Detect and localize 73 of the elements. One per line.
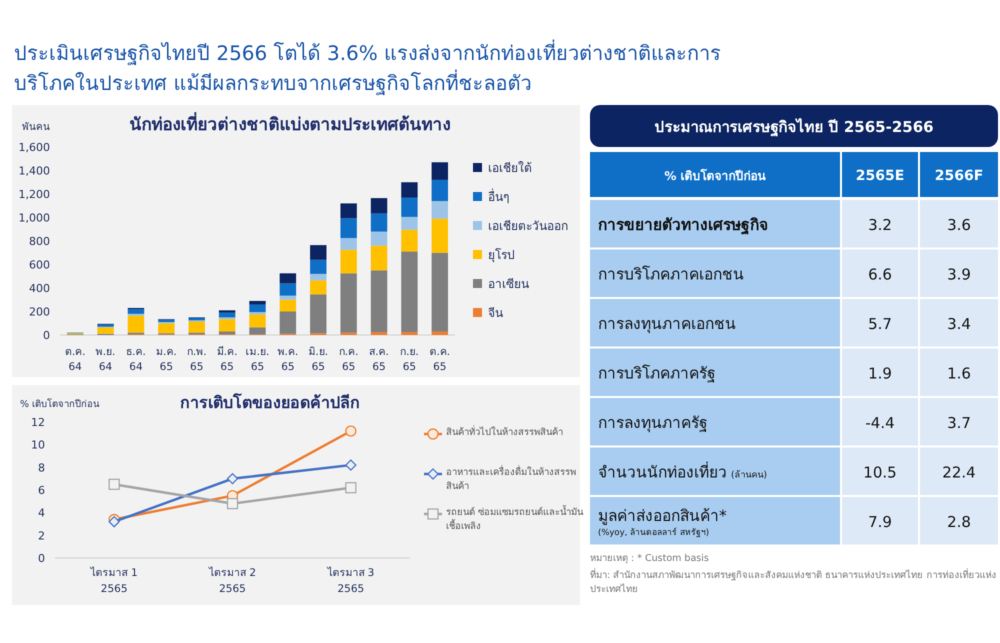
y-tick-label: 600 — [29, 258, 50, 272]
legend-label: อาเซียน — [488, 277, 529, 291]
data-label: 2.8 — [947, 513, 971, 531]
legend-label: อื่นๆ — [488, 188, 509, 204]
y-tick-label: 8 — [38, 461, 45, 474]
data-label: 3.6 — [947, 216, 971, 234]
data-label: 5.7 — [868, 315, 892, 333]
data-label: 1.6 — [947, 364, 971, 382]
category-label: การบริโภคภาคเอกชน — [598, 266, 744, 284]
category-label: การลงทุนภาคเอกชน — [598, 315, 736, 334]
data-label: 1.9 — [868, 364, 892, 382]
data-label: 3.9 — [947, 266, 971, 284]
y-tick-label: 1,600 — [18, 141, 50, 154]
y-tick-label: 0 — [43, 329, 50, 342]
x-tick-label: ส.ค. 65 — [369, 346, 389, 373]
text: ที่มา: สำนักงานสภาพัฒนาการเศรษฐกิจและสังคมแห่งชาติ ธนาคารแห่งประเทศไทย การท่องเที่ยวแห่งประเทศไทย — [590, 569, 998, 597]
x-tick-label: ไตรมาส 2 2565 — [208, 566, 256, 595]
data-label: 6.6 — [868, 266, 892, 284]
data-label: 22.4 — [942, 464, 976, 482]
legend-label: จีน — [488, 306, 503, 320]
text: % เติบโตจากปีก่อน — [664, 168, 767, 183]
chart-title: การเติบโตของยอดค้าปลีก — [180, 392, 360, 412]
text: ประมาณการเศรษฐกิจไทย ปี 2565-2566 — [654, 117, 934, 137]
y-tick-label: 800 — [29, 235, 50, 248]
x-tick-label: พ.ค. 65 — [278, 346, 298, 373]
legend-label: รถยนต์ ซ่อมแซมรถยนต์และน้ำมันเชื้อเพลิง — [446, 506, 584, 534]
y-tick-label: 400 — [29, 282, 50, 295]
data-label: 3.7 — [947, 414, 971, 432]
data-label: 10.5 — [863, 464, 897, 482]
x-tick-label: ธ.ค. 64 — [126, 346, 146, 373]
x-tick-label: ม.ค. 65 — [156, 346, 177, 373]
y-axis-title: % เติบโตจากปีก่อน — [20, 398, 100, 410]
x-tick-label: ไตรมาส 3 2565 — [326, 566, 374, 595]
category-label: การลงทุนภาครัฐ — [598, 414, 708, 433]
category-label: จำนวนนักท่องเที่ยว (ล้านคน) — [598, 462, 768, 482]
category-label: การบริโภคภาครัฐ — [598, 364, 716, 382]
x-tick-label: มี.ค. 65 — [216, 345, 238, 373]
x-tick-label: ก.ย. 65 — [400, 346, 419, 373]
legend-label: สินค้าทั่วไปในห้างสรรพสินค้า — [446, 426, 564, 440]
series-label: 2565E — [856, 168, 904, 184]
x-tick-label: ก.ค. 65 — [338, 346, 358, 373]
x-tick-label: เม.ย. 65 — [246, 346, 270, 373]
x-tick-label: ไตรมาส 1 2565 — [90, 566, 138, 595]
y-tick-label: 1,200 — [18, 188, 50, 201]
chart-title: นักท่องเที่ยวต่างชาติแบ่งตามประเทศต้นทาง — [130, 112, 450, 135]
y-tick-label: 2 — [38, 529, 45, 542]
x-tick-label: ต.ค. 64 — [64, 346, 86, 373]
y-axis-title: พันคน — [22, 122, 50, 133]
x-tick-label: ก.พ. 65 — [186, 346, 207, 373]
y-tick-label: 0 — [38, 552, 45, 565]
y-tick-label: 1,000 — [18, 212, 50, 224]
data-label: -4.4 — [865, 414, 895, 432]
series-label: 2566F — [934, 168, 984, 184]
y-tick-label: 1,400 — [18, 164, 50, 178]
y-tick-label: 12 — [31, 416, 45, 429]
x-tick-label: พ.ย. 64 — [96, 346, 116, 373]
x-tick-label: มิ.ย. 65 — [308, 346, 328, 373]
y-tick-label: 4 — [38, 506, 45, 520]
legend-label: เอเชียตะวันออก — [488, 219, 568, 233]
text: หมายเหตุ : * Custom basis — [590, 552, 710, 566]
category-label: การขยายตัวทางเศรษฐกิจ — [598, 216, 768, 235]
y-tick-label: 6 — [38, 484, 45, 497]
text: ประเมินเศรษฐกิจไทยปี 2566 โตได้ 3.6% แรงส่งจากนักท่องเที่ยวต่างชาติและการบริโภคในประเทศ แม้มีผลกระทบจากเศรษฐกิจโลกที่ชะลอตัว — [14, 38, 722, 98]
legend-label: อาหารและเครื่องดื่มในห้างสรรพสินค้า — [446, 466, 577, 494]
data-label: 3.2 — [868, 216, 892, 234]
legend-label: ยุโรป — [488, 248, 515, 263]
data-label: 3.4 — [947, 315, 971, 333]
category-label: มูลค่าส่งออกสินค้า* (%yoy, ล้านดอลลาร์ สหรัฐฯ) — [598, 507, 727, 538]
y-tick-label: 200 — [29, 306, 50, 318]
legend-label: เอเชียใต้ — [488, 161, 532, 175]
data-label: 7.9 — [868, 513, 892, 531]
y-tick-label: 10 — [31, 438, 45, 452]
x-tick-label: ต.ค. 65 — [429, 346, 450, 373]
